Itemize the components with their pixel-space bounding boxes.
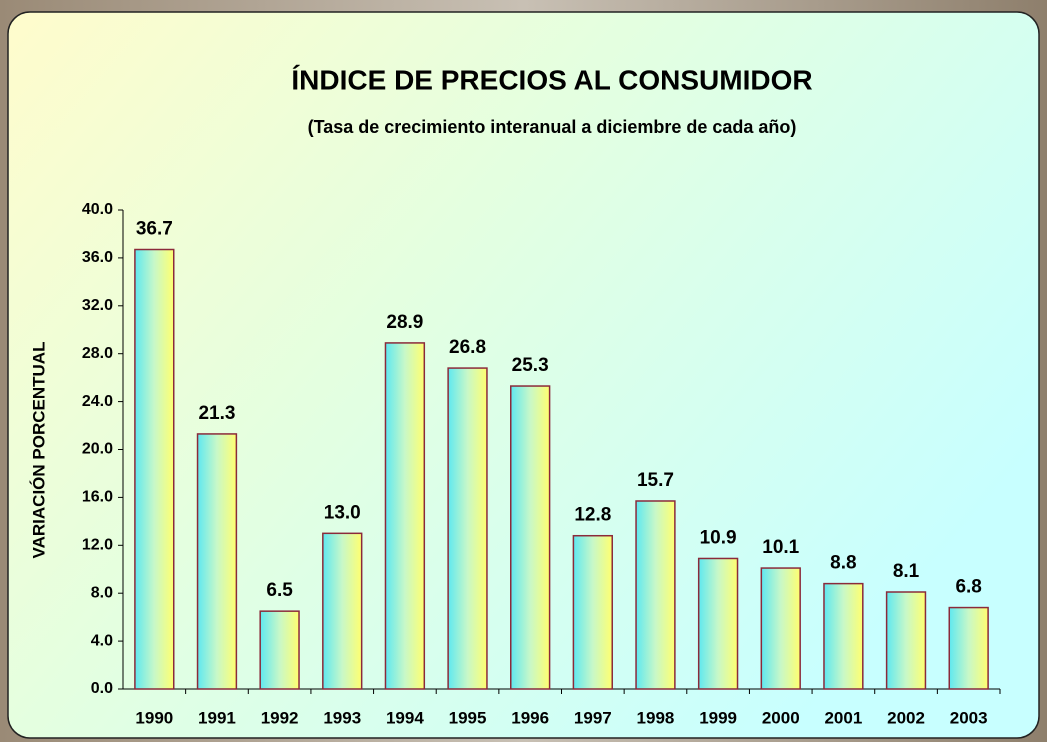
- x-tick-label: 1993: [323, 708, 361, 727]
- bar: [760, 567, 801, 690]
- data-label: 26.8: [449, 337, 486, 358]
- x-tick-label: 1991: [198, 708, 236, 727]
- y-tick-label: 32.0: [82, 297, 113, 314]
- bar: [322, 532, 363, 690]
- bar: [572, 534, 613, 690]
- x-tick-label: 1992: [261, 708, 299, 727]
- data-label: 8.8: [830, 553, 856, 574]
- bar: [697, 557, 739, 690]
- x-tick-label: 2001: [824, 708, 862, 727]
- y-tick-label: 12.0: [82, 537, 113, 554]
- x-tick-label: 1996: [511, 708, 549, 727]
- x-tick-label: 1990: [135, 708, 173, 727]
- bar: [635, 500, 676, 690]
- bar: [948, 606, 989, 690]
- chart-title: ÍNDICE DE PRECIOS AL CONSUMIDOR: [291, 64, 812, 95]
- y-tick-label: 28.0: [82, 345, 113, 362]
- data-label: 36.7: [136, 219, 173, 240]
- bar: [885, 591, 927, 690]
- x-tick-label: 2003: [950, 708, 988, 727]
- y-tick-label: 16.0: [82, 489, 113, 506]
- bar: [196, 433, 238, 690]
- data-label: 8.1: [893, 561, 920, 582]
- data-label: 6.8: [955, 577, 981, 598]
- bar: [134, 248, 175, 690]
- data-label: 12.8: [574, 505, 611, 526]
- x-tick-label: 1997: [574, 708, 612, 727]
- y-tick-label: 0.0: [91, 680, 113, 697]
- x-tick-label: 1999: [699, 708, 737, 727]
- panel: [7, 11, 1040, 739]
- y-tick-label: 4.0: [91, 632, 113, 649]
- y-tick-label: 24.0: [82, 393, 113, 410]
- y-tick-label: 40.0: [82, 201, 113, 218]
- x-tick-label: 2002: [887, 708, 925, 727]
- chart-subtitle: (Tasa de crecimiento interanual a diciem…: [308, 117, 797, 137]
- x-tick-label: 1998: [637, 708, 675, 727]
- data-label: 10.1: [762, 537, 799, 558]
- bar: [259, 610, 300, 690]
- data-label: 25.3: [512, 355, 549, 376]
- bar: [823, 582, 864, 690]
- bar: [447, 367, 488, 690]
- y-tick-label: 8.0: [91, 584, 113, 601]
- x-tick-label: 1994: [386, 708, 424, 727]
- data-label: 6.5: [266, 580, 293, 601]
- bar: [510, 385, 551, 690]
- data-label: 10.9: [700, 527, 737, 548]
- data-label: 28.9: [386, 312, 423, 333]
- x-tick-label: 2000: [762, 708, 800, 727]
- bar: [384, 342, 426, 690]
- y-axis-label: VARIACIÓN PORCENTUAL: [29, 342, 48, 559]
- data-label: 15.7: [637, 470, 674, 491]
- y-tick-label: 20.0: [82, 441, 113, 458]
- y-tick-label: 36.0: [82, 249, 113, 266]
- data-label: 21.3: [198, 403, 235, 424]
- x-tick-label: 1995: [449, 708, 487, 727]
- data-label: 13.0: [324, 502, 361, 523]
